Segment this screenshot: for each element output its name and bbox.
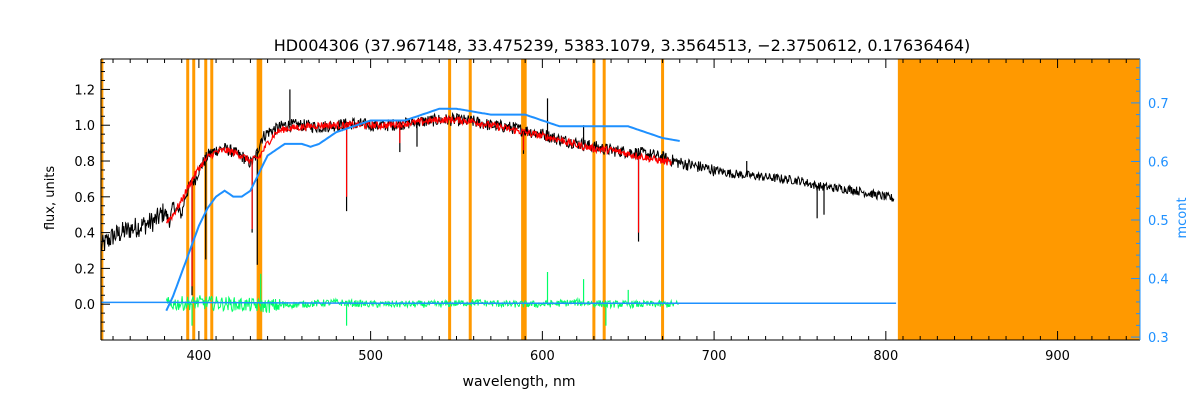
right-tick-label: 0.7 — [1148, 97, 1169, 112]
right-tick-label: 0.6 — [1148, 155, 1169, 170]
y-tick-label: 0.8 — [74, 155, 95, 170]
continuum-curve — [165, 107, 680, 312]
right-tick-label: 0.4 — [1148, 273, 1169, 288]
right-tick-label: 0.3 — [1148, 331, 1169, 346]
x-tick-label: 500 — [358, 349, 383, 364]
y-tick-label: 1.2 — [74, 83, 95, 98]
model-spectrum — [165, 114, 672, 224]
y-tick-label: 1.0 — [74, 119, 95, 134]
residuals — [165, 295, 680, 313]
observed-spectrum — [100, 111, 895, 251]
right-axis-label: mcont — [1175, 197, 1190, 238]
x-tick-label: 600 — [530, 349, 555, 364]
y-tick-label: 0.4 — [74, 227, 95, 242]
x-tick-label: 400 — [186, 349, 211, 364]
y-tick-label: 0.2 — [74, 262, 95, 277]
chart-title: HD004306 (37.967148, 33.475239, 5383.107… — [274, 36, 971, 55]
x-axis-label: wavelength, nm — [463, 374, 576, 390]
y-tick-label: 0.6 — [74, 191, 95, 206]
masked-region — [897, 59, 1140, 340]
x-tick-label: 800 — [873, 349, 898, 364]
x-tick-label: 900 — [1045, 349, 1070, 364]
x-tick-label: 700 — [702, 349, 727, 364]
zero-baseline — [101, 301, 897, 305]
right-tick-label: 0.5 — [1148, 214, 1169, 229]
y-tick-label: 0.0 — [74, 298, 95, 313]
y-axis-label: flux, units — [43, 166, 58, 231]
plot-layer: 400 500 600 700 800 900 0.0 0.2 0.4 0.6 0.8 1.0 1.2 0… — [74, 58, 1169, 364]
